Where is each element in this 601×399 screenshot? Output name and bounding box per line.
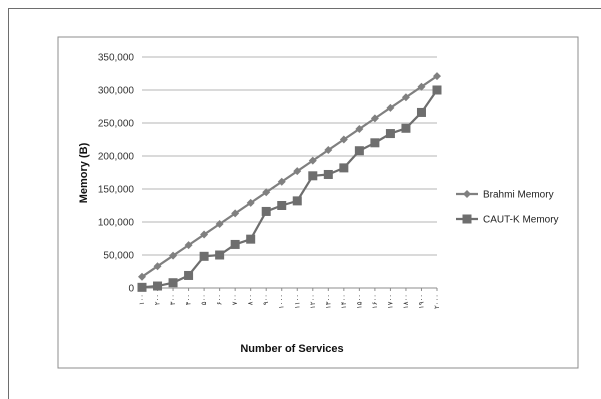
x-tick-label: ۳۰۰ (170, 294, 177, 305)
x-tick-label: ۱۷۰۰ (387, 294, 394, 309)
x-axis-ticks: ۱۰۰ ۲۰۰ ۳۰۰ ۴۰۰ ۵۰۰ ۶۰۰ ۷۰۰ ۸۰۰ ۹۰۰ ۱۰۰۰ ۱۱۰۰ ۱۲۰۰ ۱… (139, 288, 441, 309)
x-tick-label: ۶۰۰ (217, 294, 224, 305)
x-tick-label: ۱۰۰۰ (279, 294, 286, 309)
chart-area-border (57, 36, 579, 369)
data-point (308, 171, 318, 181)
data-point (230, 239, 240, 249)
data-point (324, 146, 333, 155)
data-point (215, 219, 224, 228)
data-point (153, 262, 162, 271)
y-tick-label: 0 (128, 284, 134, 295)
x-tick-label: ۲۰۰ (155, 294, 162, 305)
y-axis-title: Memory (B) (78, 142, 90, 203)
data-point (462, 214, 472, 224)
legend-label: Brahmi Memory (483, 190, 554, 201)
data-point (339, 163, 349, 173)
data-point (138, 272, 146, 281)
data-point (292, 196, 302, 206)
y-tick-label: 50,000 (103, 251, 134, 262)
legend-label: CAUT-K Memory (483, 215, 559, 226)
data-point (277, 201, 287, 210)
data-point (137, 282, 147, 292)
data-point (385, 129, 395, 139)
data-point (153, 281, 163, 291)
x-tick-label: ۱۲۰۰ (310, 294, 317, 309)
series-layer (137, 72, 442, 292)
data-point (386, 103, 395, 112)
data-point (168, 278, 178, 288)
data-point (246, 198, 255, 207)
data-point (308, 156, 317, 165)
y-tick-label: 350,000 (98, 53, 135, 64)
y-axis-ticks: 0 50,000 100,000 150,000 200,000 250,000 300,0… (98, 53, 135, 295)
series-square (137, 85, 442, 292)
data-point (355, 124, 364, 133)
x-tick-label: ۱۳۰۰ (325, 294, 332, 309)
data-point (261, 206, 271, 216)
x-tick-label: ۱۱۰۰ (294, 294, 301, 309)
data-point (370, 114, 379, 123)
y-tick-label: 150,000 (98, 185, 135, 196)
data-point (262, 188, 271, 197)
data-point (339, 135, 348, 144)
x-tick-label: ۹۰۰ (263, 294, 270, 305)
x-tick-label: ۲۰۰۰ (434, 294, 441, 309)
series-line (141, 75, 438, 278)
data-point (401, 93, 410, 102)
data-point (463, 190, 471, 198)
data-point (416, 107, 426, 117)
x-tick-label: ۱۰۰ (139, 294, 146, 305)
data-point (277, 177, 286, 186)
data-point (169, 251, 178, 260)
data-point (354, 146, 364, 156)
data-point (417, 82, 426, 91)
data-point (184, 241, 193, 250)
data-point (199, 251, 209, 261)
x-tick-label: ۱۴۰۰ (341, 294, 348, 309)
x-tick-label: ۵۰۰ (201, 294, 208, 305)
data-point (200, 230, 209, 239)
y-tick-label: 300,000 (98, 86, 135, 97)
x-axis-title: Number of Services (240, 343, 343, 355)
data-point (215, 250, 225, 260)
data-point (433, 72, 441, 81)
data-point (323, 169, 333, 179)
data-point (432, 85, 442, 95)
series-diamond (138, 72, 441, 281)
data-point (184, 270, 194, 280)
x-tick-label: ۱۸۰۰ (403, 294, 410, 309)
y-tick-label: 100,000 (98, 218, 135, 229)
x-tick-label: ۸۰۰ (248, 294, 255, 305)
x-tick-label: ۱۶۰۰ (372, 294, 379, 309)
legend: Brahmi Memory CAUT-K Memory (456, 190, 559, 226)
page-frame (8, 8, 601, 399)
data-point (246, 234, 256, 244)
data-point (293, 167, 302, 176)
data-point (370, 138, 380, 148)
y-tick-label: 250,000 (98, 119, 135, 130)
x-tick-label: ۴۰۰ (186, 294, 193, 305)
grid-lines (142, 56, 437, 289)
y-tick-label: 200,000 (98, 152, 135, 163)
x-tick-label: ۷۰۰ (232, 294, 239, 305)
data-point (401, 123, 411, 133)
x-tick-label: ۱۹۰۰ (418, 294, 425, 309)
data-point (231, 209, 240, 218)
x-tick-label: ۱۵۰۰ (356, 294, 363, 309)
